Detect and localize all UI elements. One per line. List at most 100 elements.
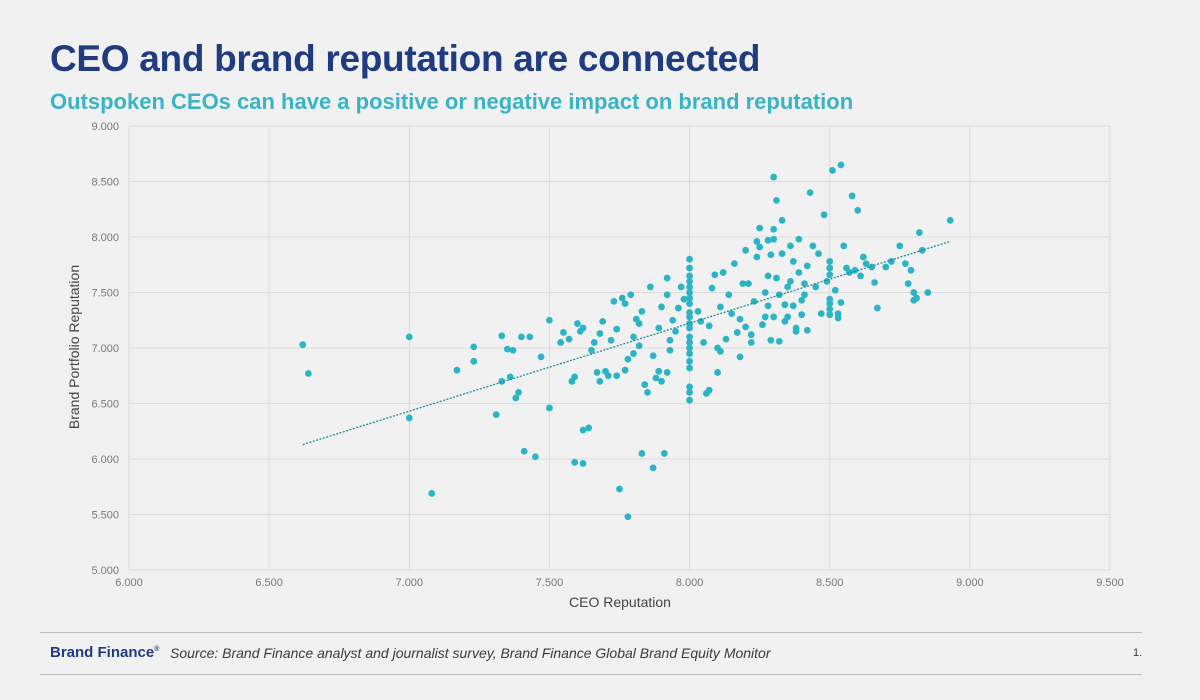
scatter-point: [826, 258, 834, 265]
x-tick-label: 9.000: [956, 577, 984, 589]
slide-title: CEO and brand reputation are connected: [50, 38, 761, 79]
scatter-point: [700, 339, 707, 346]
scatter-point: [851, 266, 859, 274]
trendline: [302, 240, 951, 446]
scatter-point: [526, 333, 534, 341]
scatter-point: [618, 294, 626, 302]
scatter-point: [747, 339, 755, 346]
scatter-point: [736, 353, 744, 361]
scatter-chart: 6.000 6.500 7.000 7.500 8.000 8.500 9.000 9.500…: [66, 121, 1124, 610]
source-note: Source: Brand Finance analyst and journa…: [170, 645, 771, 661]
scatter-point: [761, 289, 769, 296]
scatter-point: [672, 327, 679, 335]
scatter-point: [812, 283, 820, 291]
scatter-point: [616, 485, 623, 493]
scatter-point: [630, 333, 637, 341]
scatter-point: [773, 274, 780, 282]
scatter-point: [747, 331, 755, 339]
scatter-point: [913, 294, 921, 302]
scatter-point: [764, 236, 772, 244]
scatter-point: [686, 383, 693, 391]
scatter-point: [686, 324, 693, 332]
footer-divider-top: [40, 632, 1142, 633]
scatter-point: [764, 302, 772, 310]
scatter-point: [857, 272, 864, 280]
scatter-point: [722, 335, 730, 343]
x-tick-label: 8.000: [676, 577, 704, 589]
scatter-point: [560, 329, 567, 336]
scatter-point: [770, 173, 778, 181]
x-tick-label: 8.500: [816, 577, 844, 589]
scatter-point: [789, 258, 797, 265]
scatter-point: [803, 262, 811, 270]
scatter-point: [759, 321, 766, 329]
scatter-point: [784, 313, 792, 321]
scatter-point: [610, 297, 618, 305]
brand-finance-logo: Brand Finance®: [50, 644, 160, 661]
scatter-point: [585, 424, 593, 432]
scatter-point: [518, 333, 525, 341]
scatter-point: [837, 299, 845, 306]
scatter-point: [546, 316, 553, 324]
scatter-point: [868, 263, 876, 271]
scatter-point: [588, 346, 595, 354]
scatter-point: [862, 260, 870, 268]
scatter-point: [635, 342, 643, 350]
scatter-point: [708, 284, 716, 292]
scatter-point: [924, 289, 932, 296]
scatter-point: [826, 271, 834, 279]
y-tick-label: 8.500: [91, 177, 119, 189]
scatter-point: [453, 366, 461, 374]
scatter-point: [686, 364, 693, 372]
scatter-point: [512, 394, 520, 402]
scatter-point: [686, 333, 693, 341]
scatter-point: [775, 291, 783, 299]
scatter-point: [571, 458, 579, 466]
scatter-point: [686, 272, 693, 280]
scatter-point: [686, 389, 693, 396]
chart-gridlines: [128, 125, 1111, 571]
scatter-point: [652, 374, 660, 382]
y-tick-label: 8.000: [91, 232, 119, 244]
scatter-point: [787, 278, 794, 285]
scatter-point: [677, 283, 685, 291]
scatter-point: [946, 216, 954, 224]
scatter-point: [658, 303, 665, 311]
scatter-point: [506, 373, 514, 381]
scatter-point: [509, 346, 517, 354]
x-tick-label: 6.500: [255, 577, 283, 589]
scatter-point: [658, 377, 665, 385]
scatter-point: [826, 311, 834, 319]
scatter-point: [745, 280, 752, 288]
scatter-point: [736, 315, 744, 323]
scatter-point: [686, 396, 693, 404]
scatter-point: [826, 305, 834, 313]
scatter-point: [775, 337, 783, 345]
scatter-point: [764, 272, 772, 280]
scatter-point: [848, 192, 856, 200]
y-tick-label: 5.500: [91, 510, 119, 522]
scatter-point: [778, 250, 786, 258]
scatter-point: [579, 460, 587, 467]
scatter-point: [854, 206, 862, 214]
scatter-point: [663, 369, 671, 376]
scatter-point: [882, 263, 890, 271]
scatter-point: [686, 294, 693, 302]
x-tick-label: 7.000: [396, 577, 424, 589]
scatter-point: [717, 347, 724, 355]
scatter-point: [761, 313, 769, 321]
scatter-point: [767, 251, 775, 259]
scatter-point: [739, 280, 747, 288]
scatter-point: [705, 386, 713, 394]
scatter-point: [829, 167, 836, 174]
scatter-point: [784, 283, 792, 291]
scatter-point: [686, 344, 693, 352]
scatter-point: [896, 242, 904, 250]
scatter-point: [686, 313, 693, 321]
scatter-point: [750, 297, 758, 305]
scatter-point: [638, 307, 646, 315]
y-tick-label: 6.500: [91, 399, 119, 411]
scatter-point: [304, 370, 312, 377]
y-tick-label: 6.000: [91, 454, 119, 466]
scatter-point: [492, 411, 500, 418]
